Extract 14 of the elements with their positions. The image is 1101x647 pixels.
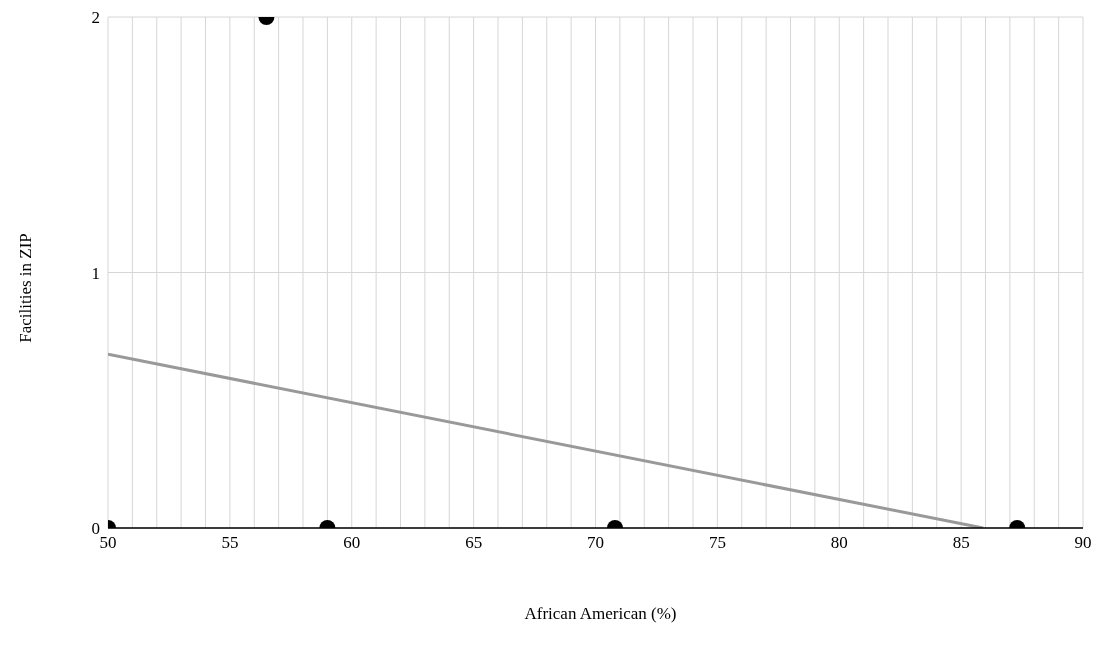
x-tick-label: 80 bbox=[830, 533, 848, 553]
x-tick-label: 50 bbox=[99, 533, 117, 553]
x-tick-label: 90 bbox=[1074, 533, 1092, 553]
x-axis-title: African American (%) bbox=[523, 604, 678, 624]
y-tick-label: 0 bbox=[91, 519, 100, 539]
y-axis-title: Facilities in ZIP bbox=[16, 232, 36, 345]
x-tick-label: 65 bbox=[465, 533, 483, 553]
y-tick-label: 2 bbox=[91, 8, 100, 28]
x-tick-label: 55 bbox=[221, 533, 239, 553]
x-tick-label: 85 bbox=[952, 533, 970, 553]
x-tick-label: 70 bbox=[587, 533, 604, 553]
y-tick-label: 1 bbox=[91, 263, 100, 283]
x-tick-label: 75 bbox=[708, 533, 726, 553]
x-tick-label: 60 bbox=[343, 533, 361, 553]
